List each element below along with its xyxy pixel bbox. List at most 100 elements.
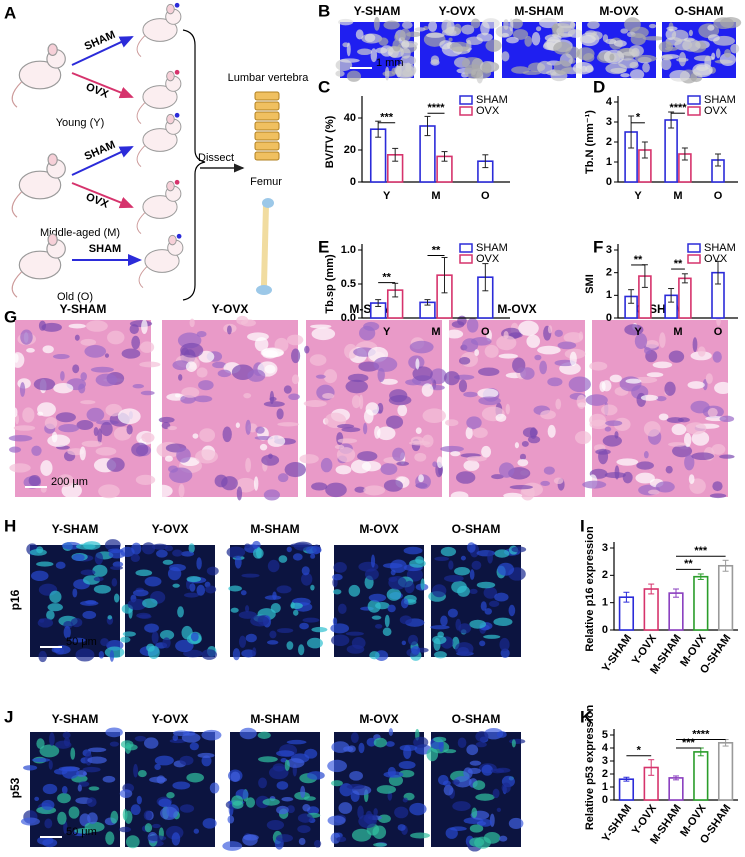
image-texture xyxy=(44,818,53,829)
image-texture xyxy=(490,768,505,774)
image-texture xyxy=(685,422,707,435)
image-texture xyxy=(133,763,139,778)
image-texture xyxy=(74,828,94,834)
image-texture xyxy=(501,782,511,793)
image-texture xyxy=(304,345,310,354)
image-texture xyxy=(457,585,470,597)
rat-ear xyxy=(166,113,175,125)
image-texture xyxy=(299,454,319,464)
rat-tail xyxy=(11,81,23,108)
image-texture xyxy=(602,435,622,447)
image-texture xyxy=(260,348,284,358)
image-texture xyxy=(331,741,350,753)
image-texture xyxy=(440,615,448,627)
image-texture xyxy=(146,643,155,652)
image-texture xyxy=(290,543,310,548)
image-texture xyxy=(535,26,542,32)
image-texture xyxy=(388,728,394,736)
image-texture xyxy=(346,783,365,790)
arrow-label: OVX xyxy=(84,191,111,211)
image-texture xyxy=(58,424,80,433)
image-texture xyxy=(503,330,509,340)
image-texture xyxy=(256,546,262,559)
image-title: M-OVX xyxy=(599,4,638,18)
image-texture xyxy=(450,491,469,501)
rat-icon xyxy=(136,69,182,124)
image-texture xyxy=(259,443,268,451)
image-texture xyxy=(63,820,68,834)
image-texture xyxy=(568,376,591,393)
error-bar xyxy=(424,299,431,306)
image-texture xyxy=(511,66,530,74)
image-texture xyxy=(327,815,346,826)
image-texture xyxy=(120,636,131,643)
image-texture xyxy=(98,484,120,499)
image-texture xyxy=(302,804,311,812)
image-texture xyxy=(49,732,55,746)
image-texture xyxy=(434,556,450,561)
image-texture xyxy=(93,576,104,582)
image-texture xyxy=(403,546,423,555)
image-texture xyxy=(458,357,471,365)
image-texture xyxy=(36,561,54,567)
y-tick-label: 2 xyxy=(602,768,608,780)
image-texture xyxy=(477,388,499,399)
image-texture xyxy=(87,756,107,764)
image-texture xyxy=(642,62,650,73)
image-texture xyxy=(61,785,68,794)
image-texture xyxy=(52,353,70,360)
image-texture xyxy=(197,752,215,759)
image-texture xyxy=(582,480,607,489)
image-texture xyxy=(11,352,25,368)
x-tick-label: Y xyxy=(634,326,642,338)
image-texture xyxy=(107,330,125,345)
image-texture xyxy=(469,824,484,833)
image-texture xyxy=(46,610,55,620)
image-texture xyxy=(26,348,35,353)
y-tick-label: 2 xyxy=(606,136,612,148)
image-texture xyxy=(48,760,53,770)
image-texture xyxy=(239,727,257,740)
image-texture xyxy=(497,562,515,576)
rat-ear xyxy=(166,70,175,82)
image-texture xyxy=(85,600,97,605)
image-texture xyxy=(112,561,124,568)
image-texture xyxy=(478,367,500,376)
image-texture xyxy=(397,824,406,831)
image-texture xyxy=(70,747,76,760)
image-texture xyxy=(310,553,316,559)
image-texture xyxy=(448,37,453,42)
image-texture xyxy=(222,426,232,443)
image-texture xyxy=(450,826,467,831)
panel-label: C xyxy=(318,77,330,96)
image-texture xyxy=(407,634,419,646)
image-texture xyxy=(70,617,83,628)
image-texture xyxy=(443,749,457,754)
image-texture xyxy=(335,465,352,475)
image-texture xyxy=(629,69,645,80)
image-texture xyxy=(512,357,526,373)
image-texture xyxy=(366,737,377,747)
image-texture xyxy=(707,24,715,31)
image-texture xyxy=(82,766,101,773)
image-texture xyxy=(451,320,465,328)
image-texture xyxy=(131,442,149,457)
y-tick-label: 0.5 xyxy=(341,278,356,290)
image-texture xyxy=(201,755,212,767)
image-texture xyxy=(609,374,622,383)
vertebra xyxy=(254,111,280,121)
image-texture xyxy=(141,542,156,555)
error-bar xyxy=(441,256,448,294)
image-texture xyxy=(188,543,195,554)
rat-tail xyxy=(136,145,146,167)
image-texture xyxy=(94,552,104,565)
image-texture xyxy=(49,590,62,603)
image-texture xyxy=(409,802,427,816)
panel-label: A xyxy=(4,3,16,22)
image-texture xyxy=(284,462,307,478)
image-texture xyxy=(212,361,227,369)
row-label: p16 xyxy=(8,589,22,610)
image-texture xyxy=(648,23,657,29)
image-texture xyxy=(262,798,280,806)
image-texture xyxy=(678,51,687,67)
